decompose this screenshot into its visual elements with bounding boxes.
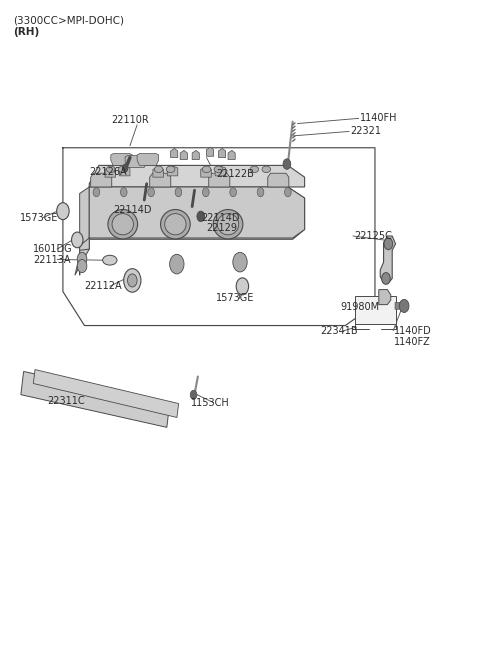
Circle shape	[72, 232, 83, 248]
Text: 1140FD: 1140FD	[394, 326, 432, 336]
Polygon shape	[111, 154, 132, 166]
Polygon shape	[153, 168, 163, 177]
Polygon shape	[120, 166, 130, 176]
Text: 22321: 22321	[350, 126, 381, 136]
Text: 22126A: 22126A	[89, 167, 127, 177]
Polygon shape	[167, 166, 178, 176]
Text: 22125C: 22125C	[354, 231, 392, 241]
Polygon shape	[21, 371, 169, 427]
Text: 22112A: 22112A	[84, 282, 122, 291]
Circle shape	[197, 211, 204, 221]
Circle shape	[285, 187, 291, 196]
Circle shape	[128, 274, 137, 287]
Polygon shape	[228, 151, 235, 160]
Polygon shape	[201, 168, 211, 177]
Ellipse shape	[108, 210, 138, 239]
Ellipse shape	[103, 255, 117, 265]
Polygon shape	[137, 154, 158, 166]
Text: (3300CC>MPI-DOHC): (3300CC>MPI-DOHC)	[12, 15, 124, 25]
Polygon shape	[192, 151, 199, 160]
Ellipse shape	[119, 166, 127, 173]
Text: 1140FZ: 1140FZ	[394, 337, 431, 347]
Circle shape	[122, 164, 128, 172]
Ellipse shape	[107, 166, 115, 173]
Ellipse shape	[165, 214, 186, 235]
Ellipse shape	[112, 214, 133, 235]
Text: 1601DG: 1601DG	[33, 244, 73, 254]
Circle shape	[399, 299, 409, 312]
Polygon shape	[89, 166, 305, 187]
Circle shape	[203, 187, 209, 196]
Polygon shape	[380, 236, 396, 283]
Circle shape	[384, 238, 393, 250]
Polygon shape	[395, 303, 405, 309]
Text: 1573GE: 1573GE	[20, 213, 58, 223]
Polygon shape	[105, 168, 116, 177]
Text: 22114D: 22114D	[113, 205, 152, 215]
Circle shape	[148, 187, 155, 196]
Text: 22129: 22129	[206, 223, 238, 233]
Polygon shape	[170, 149, 178, 158]
Polygon shape	[215, 166, 226, 176]
Text: 22114D: 22114D	[202, 213, 240, 223]
Ellipse shape	[166, 166, 175, 173]
Polygon shape	[379, 290, 391, 305]
Text: 22110R: 22110R	[111, 115, 148, 124]
Ellipse shape	[262, 166, 271, 173]
Polygon shape	[125, 156, 147, 168]
Polygon shape	[75, 187, 89, 275]
Circle shape	[283, 159, 291, 170]
Circle shape	[57, 202, 69, 219]
Polygon shape	[91, 174, 112, 187]
Circle shape	[230, 187, 237, 196]
Text: 91980M: 91980M	[340, 301, 380, 312]
Text: 1153CH: 1153CH	[191, 398, 230, 407]
Polygon shape	[218, 149, 226, 158]
Circle shape	[175, 187, 182, 196]
Polygon shape	[34, 369, 179, 417]
Circle shape	[233, 252, 247, 272]
Ellipse shape	[202, 166, 211, 173]
Circle shape	[169, 254, 184, 274]
Circle shape	[77, 252, 87, 265]
Bar	[355, 296, 396, 324]
Text: 22122B: 22122B	[216, 169, 254, 179]
Text: 1140FH: 1140FH	[360, 113, 397, 123]
Text: 22113A: 22113A	[33, 255, 71, 265]
Polygon shape	[209, 174, 230, 187]
Ellipse shape	[160, 210, 190, 239]
Polygon shape	[268, 174, 289, 187]
Polygon shape	[206, 147, 214, 157]
Polygon shape	[80, 187, 305, 250]
Circle shape	[93, 187, 100, 196]
Text: 1573GE: 1573GE	[216, 293, 254, 303]
Circle shape	[257, 187, 264, 196]
Polygon shape	[150, 174, 171, 187]
Circle shape	[124, 269, 141, 292]
Circle shape	[77, 259, 87, 272]
Polygon shape	[80, 187, 305, 275]
Text: 22311C: 22311C	[48, 396, 85, 405]
Circle shape	[236, 278, 249, 295]
Ellipse shape	[213, 210, 243, 239]
Circle shape	[382, 272, 390, 284]
Ellipse shape	[250, 166, 259, 173]
Text: (RH): (RH)	[12, 27, 39, 37]
Circle shape	[190, 390, 197, 400]
Ellipse shape	[155, 166, 163, 173]
Text: 22341B: 22341B	[321, 326, 358, 336]
Polygon shape	[180, 151, 187, 160]
Ellipse shape	[217, 214, 239, 235]
Ellipse shape	[214, 166, 223, 173]
Circle shape	[120, 187, 127, 196]
